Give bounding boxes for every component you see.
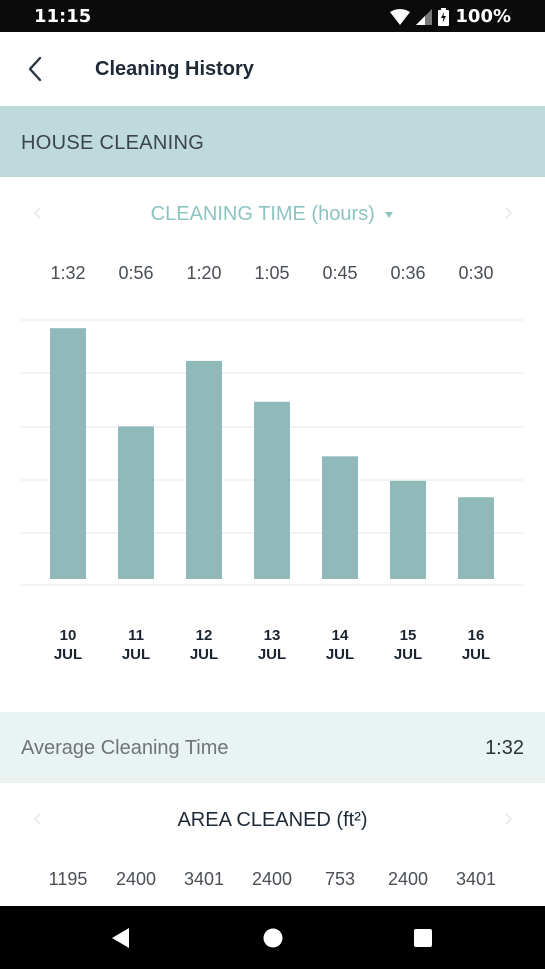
date-label: 10 JUL xyxy=(38,626,98,664)
date-day: 14 xyxy=(331,627,349,644)
bar-value-label: 1:05 xyxy=(254,263,290,283)
bar[interactable] xyxy=(50,328,86,579)
section-header: HOUSE CLEANING xyxy=(0,106,545,177)
average-label: Average Cleaning Time xyxy=(21,737,229,759)
date-day: 12 xyxy=(195,627,213,644)
bar[interactable] xyxy=(186,360,222,579)
date-day: 13 xyxy=(263,627,281,644)
bar[interactable] xyxy=(254,401,290,579)
area-value: 1195 xyxy=(48,869,88,889)
signal-icon xyxy=(416,8,433,25)
bar[interactable] xyxy=(458,497,494,579)
date-label: 16 JUL xyxy=(446,626,506,664)
app-header: Cleaning History xyxy=(0,32,545,106)
bar[interactable] xyxy=(322,456,358,579)
next-arrow-icon[interactable] xyxy=(498,203,518,223)
home-circle-icon[interactable] xyxy=(261,926,285,950)
bar-value-label: 0:45 xyxy=(322,263,358,283)
date-labels: 10 JUL 11 JUL 12 JUL 13 JUL 14 JUL 15 JUL 16 JU… xyxy=(0,626,545,670)
bar-value-label: 1:20 xyxy=(186,263,222,283)
cleaning-time-chart xyxy=(21,319,523,586)
area-value: 3401 xyxy=(455,869,497,889)
metric-dropdown[interactable]: CLEANING TIME (hours) xyxy=(0,203,545,226)
bar[interactable] xyxy=(390,480,426,579)
area-metric-label: AREA CLEANED (ft²) xyxy=(177,809,368,831)
average-value: 1:32 xyxy=(485,737,524,759)
area-value: 753 xyxy=(324,869,356,889)
status-icons: 100% xyxy=(390,6,511,27)
battery-percent: 100% xyxy=(455,6,511,27)
area-values: 1195 2400 3401 2400 753 2400 3401 xyxy=(0,869,545,893)
previous-arrow-icon[interactable] xyxy=(28,203,48,223)
bar-value-labels: 1:32 0:56 1:20 1:05 0:45 0:36 0:30 xyxy=(0,263,545,287)
area-metric-selector: AREA CLEANED (ft²) xyxy=(0,800,545,840)
status-bar: 11:15 100% xyxy=(0,0,545,32)
date-month: JUL xyxy=(257,646,287,663)
bar-value-label: 0:36 xyxy=(390,263,426,283)
date-month: JUL xyxy=(53,646,83,663)
date-day: 15 xyxy=(399,627,417,644)
chevron-left-icon xyxy=(28,56,42,82)
metric-label: CLEANING TIME (hours) xyxy=(150,203,375,225)
date-month: JUL xyxy=(121,646,151,663)
next-arrow-icon[interactable] xyxy=(498,809,518,829)
bar-value-label: 0:30 xyxy=(458,263,494,283)
bar-value-label: 1:32 xyxy=(50,263,86,283)
recents-square-icon[interactable] xyxy=(411,926,435,950)
bar-value-label: 0:56 xyxy=(118,263,154,283)
date-day: 10 xyxy=(59,627,77,644)
wifi-icon xyxy=(390,8,411,25)
date-label: 15 JUL xyxy=(378,626,438,664)
date-month: JUL xyxy=(189,646,219,663)
area-value: 2400 xyxy=(251,869,293,889)
dropdown-caret-icon xyxy=(385,211,394,218)
date-label: 11 JUL xyxy=(106,626,166,664)
section-title: HOUSE CLEANING xyxy=(21,132,205,154)
page-title: Cleaning History xyxy=(95,58,254,80)
area-value: 2400 xyxy=(387,869,429,889)
back-button[interactable] xyxy=(20,52,50,86)
battery-charging-icon xyxy=(438,7,450,26)
date-month: JUL xyxy=(461,646,491,663)
date-day: 16 xyxy=(467,627,485,644)
area-value: 2400 xyxy=(115,869,157,889)
area-value: 3401 xyxy=(183,869,225,889)
date-label: 12 JUL xyxy=(174,626,234,664)
status-time: 11:15 xyxy=(34,6,92,27)
bar[interactable] xyxy=(118,426,154,579)
date-day: 11 xyxy=(128,627,144,644)
date-month: JUL xyxy=(325,646,355,663)
metric-selector: CLEANING TIME (hours) xyxy=(0,194,545,234)
system-nav-bar xyxy=(0,906,545,969)
back-triangle-icon[interactable] xyxy=(109,926,133,950)
previous-arrow-icon[interactable] xyxy=(28,809,48,829)
average-cleaning-time-row: Average Cleaning Time 1:32 xyxy=(0,712,545,783)
date-month: JUL xyxy=(393,646,423,663)
date-label: 14 JUL xyxy=(310,626,370,664)
date-label: 13 JUL xyxy=(242,626,302,664)
